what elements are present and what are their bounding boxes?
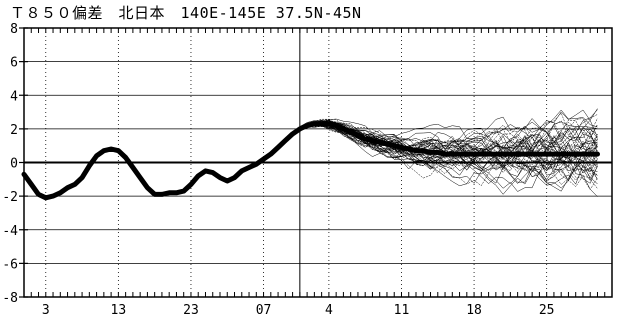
ensemble-member-line [292, 122, 598, 157]
x-tick-label: 07 [256, 303, 272, 318]
x-tick-label: 11 [394, 303, 410, 318]
ensemble-member-line [292, 122, 598, 187]
y-tick-label: -8 [2, 291, 18, 306]
chart-title: Ｔ８５０偏差 北日本 140E-145E 37.5N-45N [10, 4, 362, 22]
ensemble-mean-line [21, 121, 600, 201]
x-tick-labels: 3 13 23 07 4 11 18 25 [42, 303, 555, 318]
x-tick-label: 25 [539, 303, 555, 318]
ensemble-member-line [292, 123, 598, 189]
ensemble-member-line [292, 114, 598, 168]
x-tick-label: 4 [325, 303, 333, 318]
y-tick-label: -6 [2, 257, 18, 272]
axes [19, 27, 613, 298]
x-tick-label: 23 [183, 303, 199, 318]
ensemble-member-line [292, 118, 598, 175]
y-tick-label: 0 [10, 157, 18, 172]
ensemble-member-line [292, 120, 598, 163]
x-tick-label: 13 [111, 303, 127, 318]
x-tick-label: 3 [42, 303, 50, 318]
y-tick-label: -4 [2, 224, 18, 239]
y-tick-labels: 8 6 4 2 0 -2 -4 -6 -8 [2, 22, 18, 306]
mean-series-line [21, 121, 600, 201]
ensemble-member-line [292, 121, 598, 197]
y-tick-label: -2 [2, 190, 18, 205]
x-tick-label: 18 [466, 303, 482, 318]
y-tick-label: 4 [10, 89, 18, 104]
ensemble-member-line [292, 123, 598, 186]
y-tick-label: 6 [10, 56, 18, 71]
ensemble-member-line [292, 122, 598, 190]
grid [24, 28, 612, 297]
y-tick-label: 8 [10, 22, 18, 37]
y-tick-label: 2 [10, 123, 18, 138]
